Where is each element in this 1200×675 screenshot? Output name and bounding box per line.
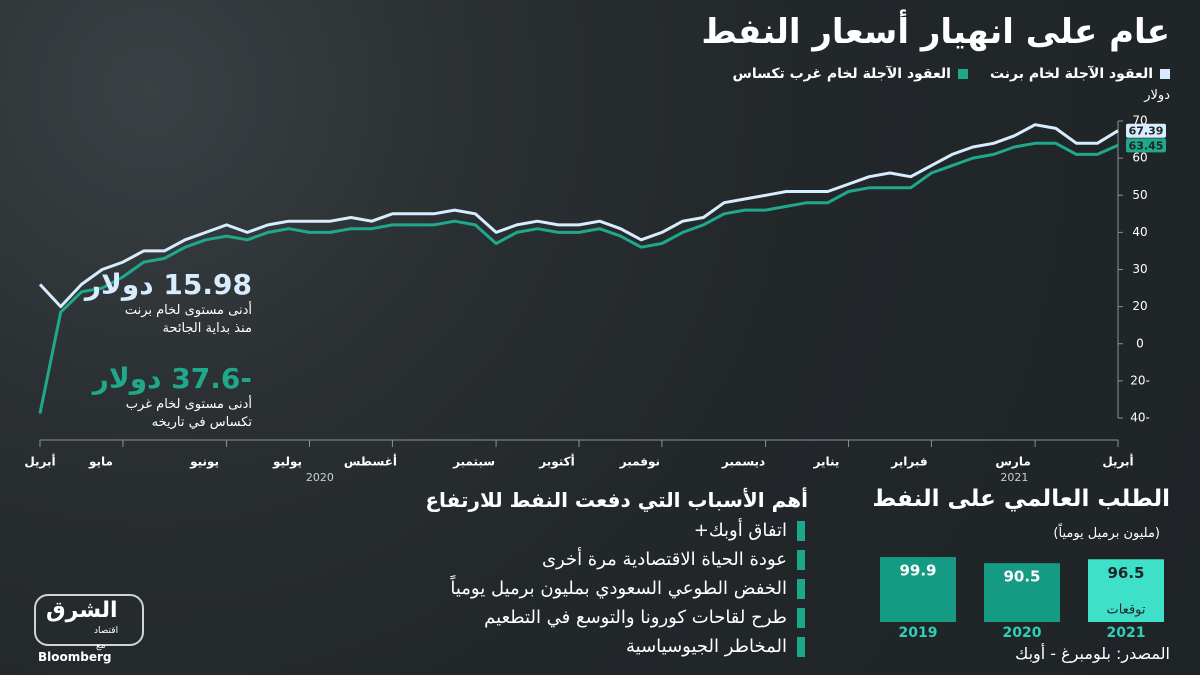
series-line xyxy=(38,123,1119,309)
end-label-box xyxy=(1126,138,1166,153)
logo-box: الشرق اقتصاد xyxy=(34,594,144,646)
y-tick-label: 30 xyxy=(1132,262,1147,276)
reason-item: المخاطر الجيوسياسية xyxy=(450,636,805,657)
logo-sub: اقتصاد xyxy=(94,626,119,636)
y-tick-label: 40 xyxy=(1132,225,1147,239)
legend-label: العقود الآجلة لخام برنت xyxy=(989,66,1153,82)
legend-label: العقود الآجلة لخام غرب تكساس xyxy=(732,66,951,82)
logo-partner: Bloomberg xyxy=(38,650,112,664)
reason-bullet xyxy=(797,607,805,628)
legend-item: العقود الآجلة لخام برنت xyxy=(990,66,1170,82)
x-tick-label: 2019 xyxy=(899,625,938,641)
reason-text: عودة الحياة الاقتصادية مرة أخرى xyxy=(541,549,787,570)
x-tick-label: 2020 xyxy=(1003,625,1042,641)
x-tick-label: أبريل xyxy=(1102,454,1133,469)
legend-swatch xyxy=(957,69,968,79)
bar-value-label: 96.5 xyxy=(1107,564,1144,582)
reason-text: الخفض الطوعي السعودي بمليون برميل يومياً xyxy=(450,578,787,599)
reason-bullet xyxy=(797,578,805,599)
y-tick-label: -20 xyxy=(1130,373,1150,387)
y-tick-label: 50 xyxy=(1132,188,1147,202)
y-axis-label: دولار xyxy=(1144,88,1170,103)
reason-bullet xyxy=(797,520,805,541)
y-tick-label: 20 xyxy=(1132,299,1147,313)
x-tick-label: أكتوبر xyxy=(538,454,574,470)
bar-value-label: 99.9 xyxy=(899,562,936,580)
end-label-box xyxy=(1126,123,1166,138)
x-tick-label: يونيو xyxy=(189,455,219,470)
legend: العقود الآجلة لخام برنت العقود الآجلة لخا… xyxy=(733,66,1170,82)
annotation-text: منذ بداية الجائحة xyxy=(162,321,252,336)
x-tick-label: مايو xyxy=(88,455,113,470)
x-tick-label: أبريل xyxy=(24,454,55,469)
annotation: -37.6 دولار أدنى مستوى لخام غرب تكساس في ت… xyxy=(93,362,252,432)
reason-text: المخاطر الجيوسياسية xyxy=(626,636,787,657)
logo-name: الشرق xyxy=(46,598,118,623)
annotation-text: تكساس في تاريخه xyxy=(151,415,252,430)
reason-item: الخفض الطوعي السعودي بمليون برميل يومياً xyxy=(450,578,805,599)
year-label: 2021 xyxy=(1000,471,1028,484)
year-label: 2020 xyxy=(306,471,334,484)
bar-chart-subtitle: (مليون برميل يومياً) xyxy=(1053,526,1160,541)
end-label: 63.45 xyxy=(1129,139,1164,152)
y-tick-label: 60 xyxy=(1132,151,1147,165)
page-title: عام على انهيار أسعار النفط xyxy=(701,12,1170,52)
annotation: 15.98 دولار أدنى مستوى لخام برنت منذ بداية… xyxy=(85,268,252,338)
x-tick-label: ديسمبر xyxy=(721,455,765,469)
x-tick-label: يناير xyxy=(813,455,840,469)
y-tick-label: 0 xyxy=(1136,336,1144,350)
bar-chart-title: الطلب العالمي على النفط xyxy=(872,486,1170,512)
reason-text: طرح لقاحات كورونا والتوسع في التطعيم xyxy=(484,607,787,628)
bar-note: توقعات xyxy=(1106,603,1145,618)
annotation-text: أدنى مستوى لخام برنت xyxy=(124,303,252,318)
x-tick-label: فبراير xyxy=(890,455,927,469)
bar xyxy=(1088,559,1164,622)
reason-bullet xyxy=(797,549,805,570)
reason-text: اتفاق أوبك+ xyxy=(693,520,787,541)
reason-item: عودة الحياة الاقتصادية مرة أخرى xyxy=(450,549,805,570)
series-line xyxy=(38,141,1119,414)
annotation-text: أدنى مستوى لخام غرب xyxy=(125,397,252,412)
reason-bullet xyxy=(797,636,805,657)
bar xyxy=(880,557,956,622)
reasons-list: اتفاق أوبك+ عودة الحياة الاقتصادية مرة أخ… xyxy=(450,520,805,657)
end-label: 67.39 xyxy=(1129,125,1164,138)
legend-swatch xyxy=(1160,69,1170,79)
annotation-headline: -37.6 دولار xyxy=(92,362,252,395)
reasons-title: أهم الأسباب التي دفعت النفط للارتفاع xyxy=(425,488,808,512)
x-tick-label: سبتمبر xyxy=(452,455,495,469)
y-tick-label: -40 xyxy=(1130,411,1150,425)
bar xyxy=(984,563,1060,622)
reason-item: اتفاق أوبك+ xyxy=(450,520,805,541)
reason-item: طرح لقاحات كورونا والتوسع في التطعيم xyxy=(450,607,805,628)
x-tick-label: 2021 xyxy=(1107,625,1146,641)
annotation-headline: 15.98 دولار xyxy=(84,268,252,301)
legend-item: العقود الآجلة لخام غرب تكساس xyxy=(733,66,968,82)
x-tick-label: أغسطس xyxy=(344,454,397,469)
x-tick-label: يوليو xyxy=(272,455,302,470)
logo-with: مع xyxy=(96,641,106,651)
x-tick-label: مارس xyxy=(995,455,1030,469)
bar-value-label: 90.5 xyxy=(1003,568,1040,586)
x-tick-label: نوفمبر xyxy=(619,455,660,470)
source: المصدر: بلومبرغ - أوبك xyxy=(1015,644,1170,663)
